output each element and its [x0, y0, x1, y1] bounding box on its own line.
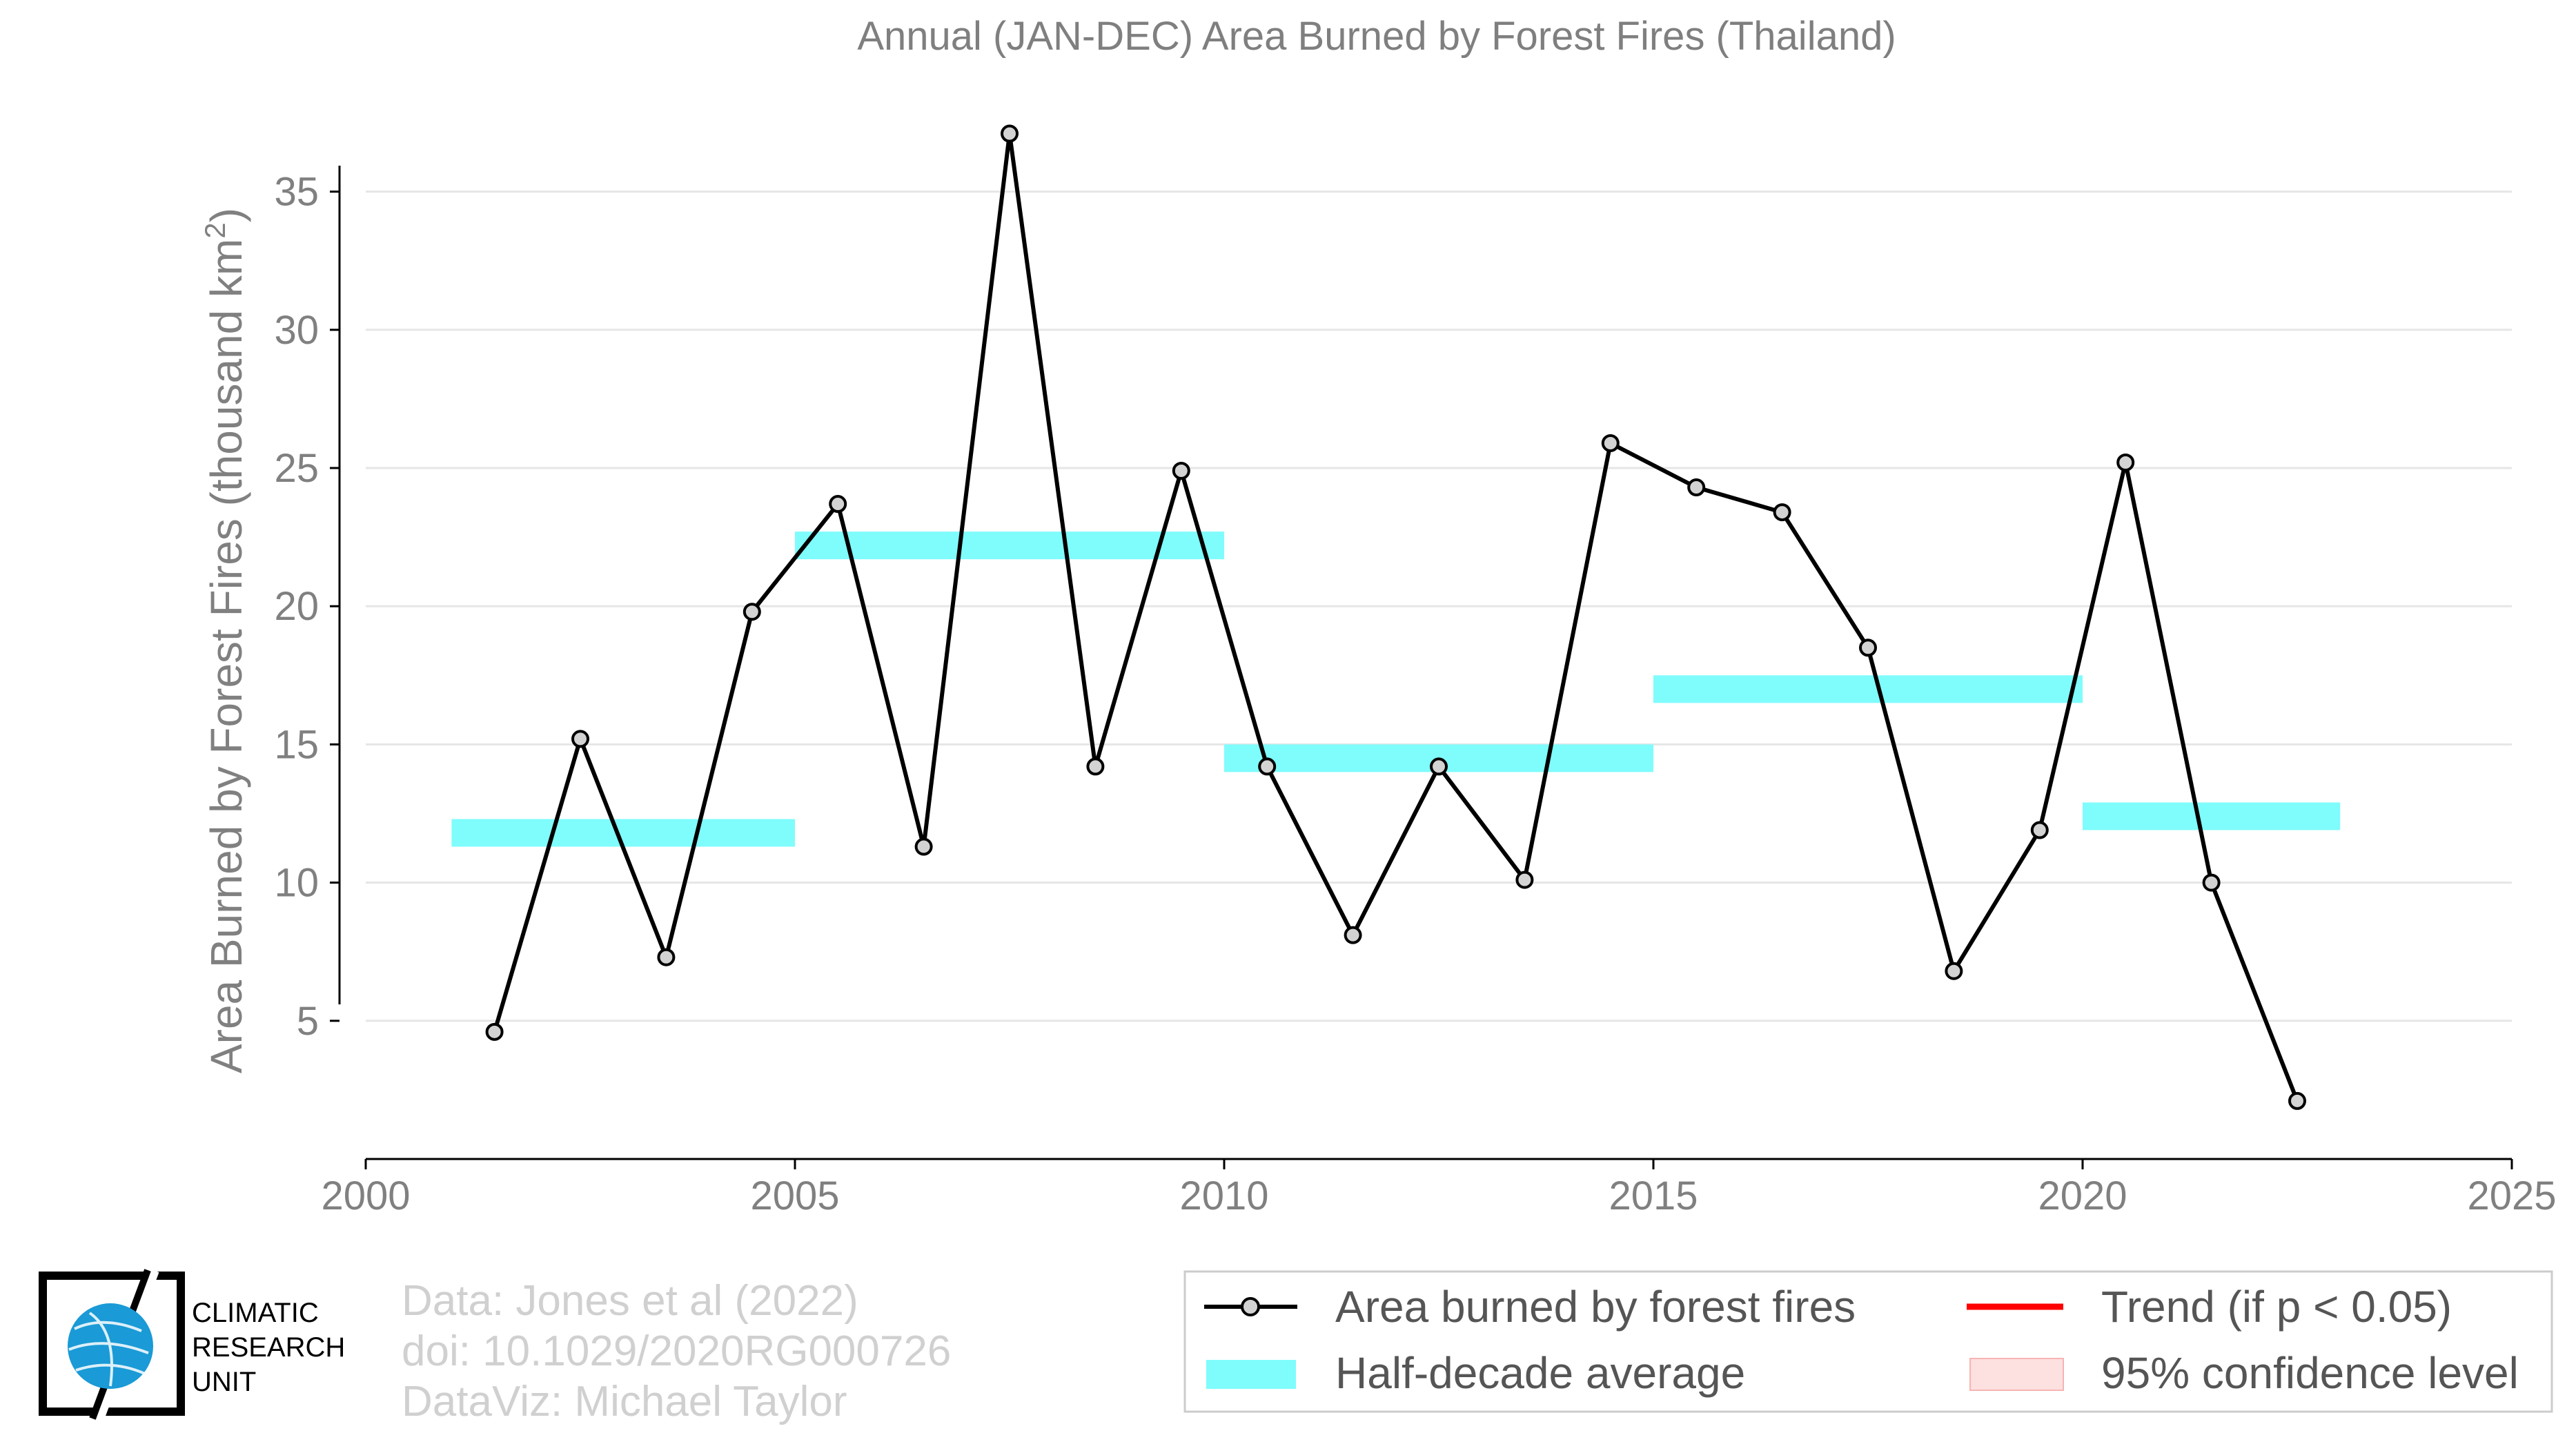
- data-point-2012.5: [1430, 757, 1448, 776]
- data-point-2011.5: [1344, 926, 1362, 944]
- data-point-2016.5: [1773, 503, 1791, 522]
- legend-label-confidence: 95% confidence level: [2101, 1348, 2519, 1398]
- x-tick-label: 2005: [750, 1174, 839, 1218]
- data-point-2013.5: [1515, 870, 1534, 889]
- data-point-2004.5: [743, 603, 761, 621]
- data-point-2006.5: [914, 837, 933, 856]
- data-point-2001.5: [485, 1022, 504, 1041]
- data-point-2014.5: [1601, 434, 1620, 452]
- logo-globe-lines: [68, 1312, 149, 1387]
- y-axis-title: Area Burned by Forest Fires (thousand km…: [199, 208, 251, 1073]
- y-axis-title-main: Area Burned by Forest Fires (thousand km: [201, 239, 251, 1073]
- credit-doi: doi: 10.1029/2020RG000726: [402, 1327, 951, 1375]
- data-point-2022.5: [2288, 1091, 2306, 1110]
- area-burned-line: [492, 131, 2299, 1102]
- cru-logo: CLIMATIC RESEARCH UNIT: [39, 1267, 345, 1421]
- grid-lines: [366, 191, 2512, 1022]
- legend-label-half-decade: Half-decade average: [1335, 1348, 1745, 1398]
- y-axis-ticks: 5 10 15 20 25 30 35: [274, 170, 340, 1044]
- data-point-2007.5: [1001, 124, 1019, 143]
- logo-line-2: RESEARCH: [192, 1332, 345, 1363]
- y-tick-label: 5: [297, 999, 319, 1044]
- x-tick-label: 2020: [2038, 1174, 2127, 1218]
- series-points: [485, 124, 2306, 1110]
- data-point-2017.5: [1859, 639, 1877, 657]
- half-decade-bar-4: [1653, 675, 2083, 703]
- data-point-2009.5: [1172, 462, 1190, 480]
- logo-bracket-left: [39, 1272, 145, 1416]
- data-point-2005.5: [829, 495, 847, 514]
- credit-data-source: Data: Jones et al (2022): [402, 1277, 858, 1325]
- y-tick-label: 30: [274, 308, 319, 353]
- data-point-2019.5: [2030, 821, 2049, 839]
- data-point-2021.5: [2202, 873, 2221, 892]
- data-point-2002.5: [571, 730, 589, 748]
- y-tick-label: 10: [274, 861, 319, 906]
- legend-label-area-burned: Area burned by forest fires: [1335, 1282, 1856, 1332]
- y-tick-label: 35: [274, 170, 319, 215]
- series-line: [492, 131, 2299, 1102]
- half-decade-bars: [451, 532, 2341, 847]
- legend-half-decade-swatch: [1206, 1360, 1296, 1389]
- chart-title: Annual (JAN-DEC) Area Burned by Forest F…: [857, 14, 1896, 59]
- x-tick-label: 2010: [1179, 1174, 1268, 1218]
- y-tick-label: 20: [274, 584, 319, 629]
- data-point-2015.5: [1687, 478, 1706, 497]
- legend-label-trend: Trend (if p < 0.05): [2101, 1282, 2452, 1332]
- legend-marker-swatch: [1241, 1297, 1260, 1316]
- credit-dataviz: DataViz: Michael Taylor: [402, 1378, 847, 1425]
- x-tick-label: 2000: [321, 1174, 410, 1218]
- x-tick-label: 2015: [1609, 1174, 1698, 1218]
- data-point-2003.5: [657, 948, 676, 966]
- logo-line-1: CLIMATIC: [192, 1298, 319, 1328]
- data-point-2010.5: [1258, 757, 1277, 776]
- logo-bracket-right: [77, 1272, 185, 1416]
- y-tick-label: 15: [274, 722, 319, 767]
- legend-box: [1183, 1270, 2553, 1413]
- data-point-2020.5: [2116, 453, 2135, 471]
- y-axis-title-superscript: 2: [199, 222, 231, 238]
- y-axis-title-close: ): [201, 208, 251, 222]
- legend-confidence-swatch: [1969, 1358, 2064, 1391]
- legend: Area burned by forest fires Trend (if p …: [1183, 1270, 2553, 1413]
- half-decade-bar-1: [451, 819, 795, 847]
- half-decade-bar-5: [2083, 802, 2341, 830]
- data-point-2008.5: [1086, 757, 1105, 776]
- data-point-2018.5: [1945, 962, 1963, 980]
- x-axis-ticks: 2000 2005 2010 2015 2020 2025: [321, 1159, 2557, 1218]
- x-tick-label: 2025: [2467, 1174, 2556, 1218]
- logo-line-3: UNIT: [192, 1367, 256, 1397]
- y-tick-label: 25: [274, 446, 319, 491]
- half-decade-bar-2: [795, 532, 1224, 560]
